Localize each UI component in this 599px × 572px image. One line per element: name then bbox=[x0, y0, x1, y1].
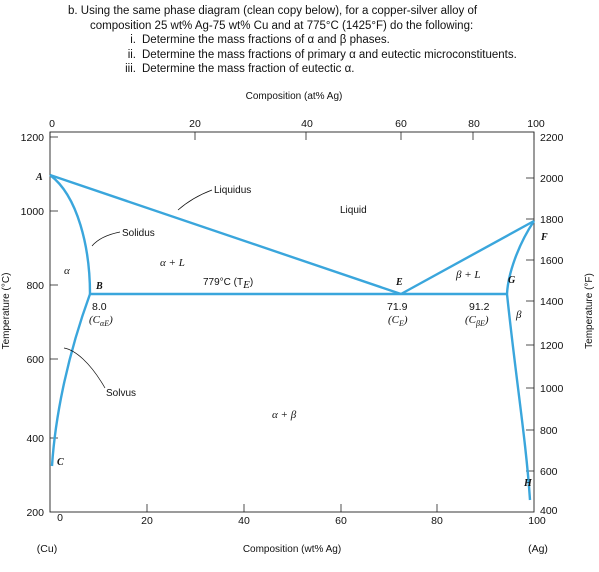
leader-arrows bbox=[63, 189, 213, 389]
composition-b-value: 8.0 bbox=[92, 301, 107, 313]
item-number: ii. bbox=[127, 48, 136, 61]
top-tick-label: 20 bbox=[189, 118, 201, 130]
top-tick-label: 40 bbox=[301, 118, 313, 130]
left-tick-label: 800 bbox=[26, 280, 44, 292]
question-item-1: i. Determine the mass fractions of α and … bbox=[60, 33, 590, 48]
label-alpha: α bbox=[64, 265, 70, 277]
question-item-2: ii. Determine the mass fractions of prima… bbox=[60, 48, 590, 63]
left-tick-label: 1000 bbox=[21, 206, 45, 218]
bottom-tick-label: 60 bbox=[335, 515, 347, 527]
liquidus-right bbox=[400, 219, 535, 296]
solvus-arrow bbox=[63, 347, 106, 389]
label-beta-plus-l: β + L bbox=[455, 269, 481, 281]
point-c: C bbox=[57, 457, 64, 468]
question-line-2: composition 25 wt% Ag-75 wt% Cu and at 7… bbox=[90, 19, 474, 32]
question-item-3: iii. Determine the mass fraction of eutec… bbox=[60, 62, 590, 77]
bottom-tick-label: 20 bbox=[141, 515, 153, 527]
point-e: E bbox=[395, 277, 403, 288]
liquidus-arrow bbox=[177, 189, 213, 211]
right-tick-label: 2000 bbox=[540, 173, 564, 185]
label-beta: β bbox=[515, 309, 522, 321]
solvus-alpha bbox=[50, 293, 92, 467]
top-tick-label: 100 bbox=[527, 118, 545, 130]
label-solidus: Solidus bbox=[122, 228, 155, 239]
left-tick-label: 1200 bbox=[21, 132, 45, 144]
bottom-ticks bbox=[146, 504, 438, 512]
right-axis-title: Temperature (°F) bbox=[584, 273, 595, 349]
liquidus-left bbox=[49, 173, 402, 296]
composition-e-value: 71.9 bbox=[387, 301, 408, 313]
question-line-1: b. Using the same phase diagram (clean c… bbox=[68, 5, 478, 17]
end-label-ag: (Ag) bbox=[528, 543, 548, 555]
item-number: iii. bbox=[125, 63, 136, 75]
left-ticks bbox=[50, 136, 58, 439]
left-tick-label: 600 bbox=[26, 354, 44, 366]
label-solvus: Solvus bbox=[106, 388, 136, 399]
phase-boundaries bbox=[49, 173, 535, 501]
left-tick-label: 400 bbox=[26, 433, 44, 445]
eutectic-temperature-label: 779°C (TE) bbox=[203, 277, 253, 291]
label-alpha-plus-l: α + L bbox=[160, 257, 185, 269]
item-text: Determine the mass fractions of primary … bbox=[142, 48, 517, 61]
right-tick-label: 2200 bbox=[540, 132, 564, 144]
composition-e-symbol: (CE) bbox=[388, 314, 408, 328]
right-tick-label: 1600 bbox=[540, 255, 564, 267]
bottom-tick-label: 0 bbox=[57, 512, 63, 524]
point-g: G bbox=[508, 275, 516, 286]
right-tick-label: 1000 bbox=[540, 383, 564, 395]
point-b: B bbox=[95, 281, 103, 292]
bottom-tick-label: 100 bbox=[528, 515, 546, 527]
solidus-alpha bbox=[49, 174, 92, 295]
point-f: F bbox=[540, 232, 548, 243]
right-tick-label: 1800 bbox=[540, 214, 564, 226]
left-tick-label: 200 bbox=[26, 507, 44, 519]
bottom-axis-title: Composition (wt% Ag) bbox=[243, 544, 341, 555]
item-text: Determine the mass fractions of α and β … bbox=[142, 34, 390, 46]
end-label-cu: (Cu) bbox=[37, 543, 57, 555]
composition-b-symbol: (CαE) bbox=[89, 314, 113, 328]
solidus-beta bbox=[505, 220, 535, 295]
point-h: H bbox=[523, 478, 533, 489]
top-tick-label: 0 bbox=[49, 118, 55, 130]
top-ticks bbox=[49, 132, 535, 140]
composition-g-value: 91.2 bbox=[469, 301, 490, 313]
right-tick-label: 400 bbox=[540, 505, 558, 517]
item-text: Determine the mass fraction of eutectic … bbox=[142, 63, 355, 75]
bottom-tick-label: 80 bbox=[431, 515, 443, 527]
solvus-beta bbox=[505, 293, 532, 501]
right-ticks bbox=[526, 177, 534, 472]
solidus-arrow bbox=[91, 231, 121, 247]
label-liquidus: Liquidus bbox=[214, 185, 251, 196]
top-tick-label: 80 bbox=[468, 118, 480, 130]
left-axis-title: Temperature (°C) bbox=[1, 273, 12, 350]
top-axis-title: Composition (at% Ag) bbox=[246, 91, 343, 102]
point-a: A bbox=[35, 172, 43, 183]
right-tick-label: 1400 bbox=[540, 296, 564, 308]
bottom-tick-label: 40 bbox=[238, 515, 250, 527]
item-number: i. bbox=[130, 34, 136, 46]
label-alpha-plus-beta: α + β bbox=[272, 409, 297, 421]
plot-frame bbox=[49, 131, 535, 513]
composition-g-symbol: (CβE) bbox=[465, 314, 489, 328]
right-tick-label: 600 bbox=[540, 466, 558, 478]
question-text: b. Using the same phase diagram (clean c… bbox=[60, 4, 590, 77]
top-tick-label: 60 bbox=[395, 118, 407, 130]
right-tick-label: 800 bbox=[540, 425, 558, 437]
label-liquid: Liquid bbox=[340, 205, 367, 216]
right-tick-label: 1200 bbox=[540, 340, 564, 352]
